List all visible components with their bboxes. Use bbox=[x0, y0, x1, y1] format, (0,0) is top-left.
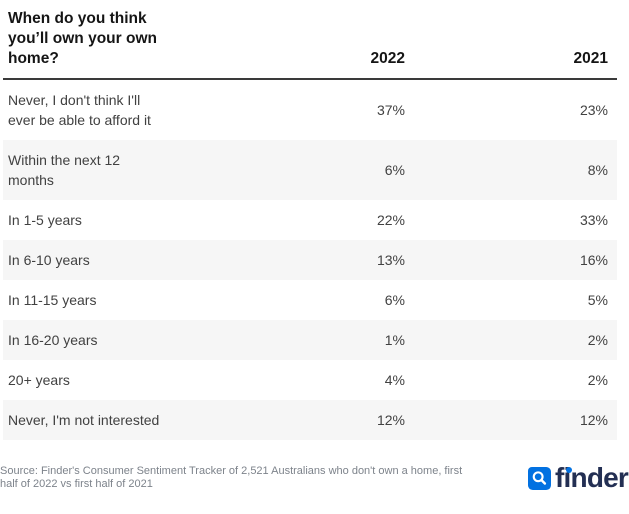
row-value-2022: 12% bbox=[376, 412, 405, 428]
finder-i-dot-icon bbox=[565, 466, 572, 473]
source-note: Source: Finder's Consumer Sentiment Trac… bbox=[0, 465, 463, 490]
row-value-2022: 1% bbox=[384, 332, 405, 348]
row-value-2021: 2% bbox=[587, 372, 608, 388]
row-value-2021: 23% bbox=[579, 102, 608, 118]
finder-logo: finder bbox=[528, 462, 629, 493]
finder-logo-text: finder bbox=[555, 462, 629, 493]
column-header-2022: 2022 bbox=[370, 50, 405, 67]
row-label: 20+ years bbox=[8, 372, 70, 388]
table-body: Never, I don't think I'll ever be able t… bbox=[3, 80, 617, 440]
table-header: When do you think you’ll own your own ho… bbox=[3, 0, 617, 80]
row-label: Within the next 12 months bbox=[8, 152, 121, 188]
row-value-2021: 16% bbox=[579, 252, 608, 268]
table-row: Never, I don't think I'll ever be able t… bbox=[3, 80, 617, 140]
table-row: In 6-10 years 13% 16% bbox=[3, 240, 617, 280]
row-label: Never, I'm not interested bbox=[8, 412, 160, 428]
row-value-2021: 8% bbox=[587, 162, 608, 178]
table-row: In 16-20 years 1% 2% bbox=[3, 320, 617, 360]
magnifier-icon bbox=[528, 466, 552, 490]
row-label: In 1-5 years bbox=[8, 212, 82, 228]
row-value-2022: 6% bbox=[384, 162, 405, 178]
row-value-2021: 33% bbox=[579, 212, 608, 228]
row-label: Never, I don't think I'll ever be able t… bbox=[8, 92, 151, 128]
row-value-2022: 13% bbox=[376, 252, 405, 268]
row-label: In 16-20 years bbox=[8, 332, 98, 348]
row-label: In 6-10 years bbox=[8, 252, 90, 268]
finder-wordmark: finder bbox=[555, 462, 629, 493]
row-value-2021: 5% bbox=[587, 292, 608, 308]
table-title: When do you think you’ll own your own ho… bbox=[8, 10, 157, 67]
row-value-2022: 6% bbox=[384, 292, 405, 308]
row-value-2021: 12% bbox=[579, 412, 608, 428]
table-row: In 1-5 years 22% 33% bbox=[3, 200, 617, 240]
row-value-2021: 2% bbox=[587, 332, 608, 348]
table-row: Within the next 12 months 6% 8% bbox=[3, 140, 617, 200]
row-value-2022: 22% bbox=[376, 212, 405, 228]
column-header-2021: 2021 bbox=[573, 50, 608, 67]
survey-table: When do you think you’ll own your own ho… bbox=[3, 0, 617, 440]
row-label: In 11-15 years bbox=[8, 292, 97, 308]
table-row: 20+ years 4% 2% bbox=[3, 360, 617, 400]
table-row: Never, I'm not interested 12% 12% bbox=[3, 400, 617, 440]
table-row: In 11-15 years 6% 5% bbox=[3, 280, 617, 320]
row-value-2022: 4% bbox=[384, 372, 405, 388]
footer: Source: Finder's Consumer Sentiment Trac… bbox=[0, 463, 629, 493]
row-value-2022: 37% bbox=[376, 102, 405, 118]
